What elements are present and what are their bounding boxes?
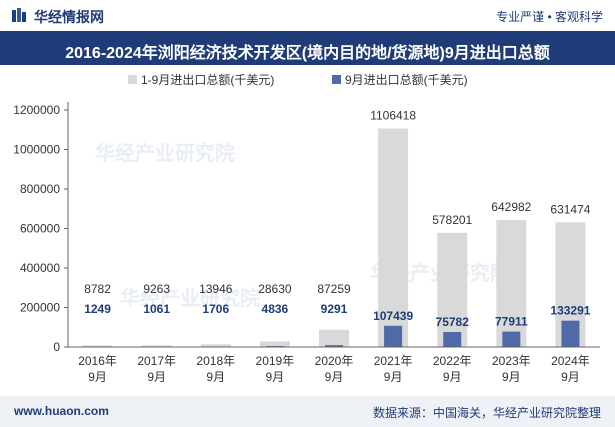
data-label-total: 8782 [84, 282, 111, 296]
title-bar: 2016-2024年浏阳经济技术开发区(境内目的地/货源地)9月进出口总额 [0, 31, 615, 65]
x-tick-label: 9月 [384, 370, 403, 384]
legend: 1-9月进出口总额(千美元) 9月进出口总额(千美元) [128, 73, 468, 87]
x-tick-label: 2019年 [256, 354, 295, 368]
bar-total [259, 341, 290, 347]
x-tick-label: 2022年 [433, 354, 472, 368]
x-tick-label: 9月 [325, 370, 344, 384]
x-tick-label: 9月 [502, 370, 521, 384]
bar-total [141, 345, 172, 347]
watermark-text: 华经产业研究院 [120, 286, 260, 310]
y-tick-label: 400000 [20, 261, 60, 275]
data-label-september: 1706 [202, 302, 229, 316]
x-tick-label: 9月 [561, 370, 580, 384]
data-label-september: 107439 [373, 309, 413, 323]
bar-total [319, 329, 349, 347]
bar-total [378, 128, 409, 347]
data-label-total: 28630 [258, 282, 292, 296]
data-label-september: 133291 [550, 304, 590, 318]
data-label-total: 87259 [317, 282, 351, 296]
tagline: 专业严谨 • 客观科学 [496, 10, 603, 24]
y-tick-label: 600000 [20, 222, 60, 236]
x-tick-label: 2021年 [374, 354, 413, 368]
data-label-september: 1061 [143, 302, 170, 316]
bar-september [561, 320, 580, 347]
footer: www.huaon.com 数据来源：中国海关，华经产业研究院整理 [0, 396, 615, 427]
data-labels: 8782 1249 9263 1061 13946 1706 28630 4836 87259 9… [84, 108, 591, 329]
watermark-text: 华经产业研究院 [95, 141, 235, 165]
data-label-total: 642982 [491, 200, 531, 214]
site-url: www.huaon.com [14, 404, 109, 418]
bars [82, 128, 586, 347]
legend-label-total: 1-9月进出口总额(千美元) [141, 73, 274, 87]
bar-total [200, 344, 231, 347]
bar-september [325, 345, 343, 347]
bar-total [82, 345, 113, 347]
bar-september [443, 332, 462, 347]
y-tick-label: 1200000 [13, 103, 60, 117]
data-label-september: 9291 [321, 302, 348, 316]
brand-name: 华经情报网 [34, 9, 104, 25]
data-label-september: 4836 [262, 302, 289, 316]
x-tick-label: 2017年 [137, 354, 176, 368]
legend-swatch-september [332, 75, 341, 84]
top-bar: 华经情报网 专业严谨 • 客观科学 [0, 0, 615, 30]
data-source: 数据来源：中国海关，华经产业研究院整理 [372, 406, 601, 420]
chart: 华经产业研究院 华经产业研究院 华经产业研究院 1-9月进出口总额(千美元) 9… [13, 73, 600, 384]
data-label-total: 631474 [550, 202, 590, 216]
brand-logo-icon [12, 8, 26, 22]
data-label-total: 578201 [432, 213, 472, 227]
y-tick-label: 1000000 [13, 143, 60, 157]
data-label-september: 77911 [495, 315, 528, 329]
y-tick-label: 800000 [20, 182, 60, 196]
x-tick-label: 2024年 [551, 354, 590, 368]
y-tick-label: 200000 [20, 301, 60, 315]
legend-swatch-total [128, 75, 137, 84]
x-tick-label: 9月 [88, 370, 107, 384]
data-label-total: 1106418 [370, 108, 416, 122]
data-label-total: 9263 [143, 282, 170, 296]
data-label-total: 13946 [199, 282, 233, 296]
x-tick-label: 9月 [443, 370, 462, 384]
x-tick-label: 2018年 [196, 354, 235, 368]
data-label-september: 75782 [436, 315, 470, 329]
bar-september [502, 331, 521, 347]
x-axis: 2016年 9月 2017年 9月 2018年 9月 2019年 9月 2020年 9月 2021年… [68, 346, 600, 384]
y-axis: 0 200000 400000 600000 800000 1000000 1200000 [13, 102, 69, 354]
x-tick-label: 9月 [147, 370, 166, 384]
bar-total [496, 220, 527, 347]
x-tick-label: 9月 [206, 370, 225, 384]
bar-total [437, 232, 468, 347]
x-tick-label: 2020年 [315, 354, 354, 368]
x-tick-label: 2023年 [492, 354, 531, 368]
chart-title: 2016-2024年浏阳经济技术开发区(境内目的地/货源地)9月进出口总额 [65, 45, 550, 62]
data-label-september: 1249 [84, 302, 111, 316]
y-tick-label: 0 [53, 340, 60, 354]
x-tick-label: 9月 [266, 370, 285, 384]
legend-label-september: 9月进出口总额(千美元) [345, 73, 468, 87]
bar-september [384, 325, 403, 347]
x-tick-label: 2016年 [78, 354, 117, 368]
